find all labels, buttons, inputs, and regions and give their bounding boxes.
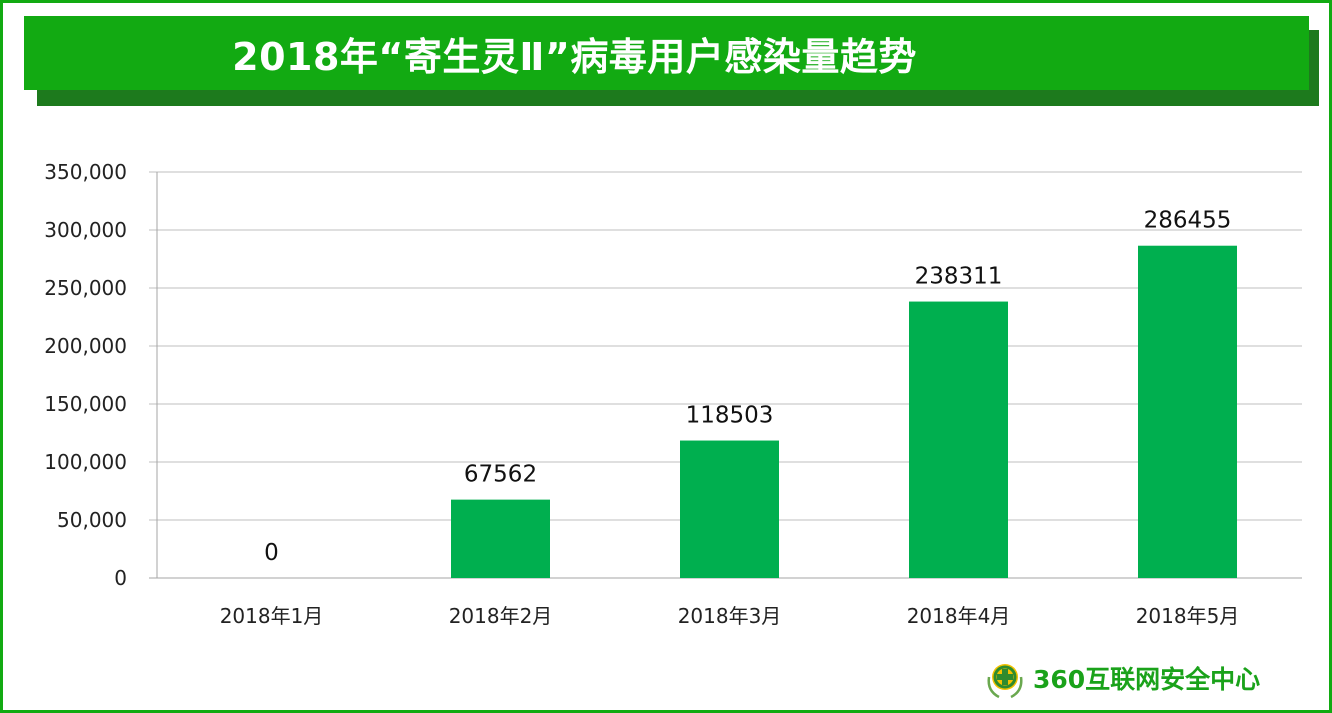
y-tick-label: 100,000 [44,450,127,474]
x-tick-label: 2018年3月 [678,604,782,628]
y-tick-label: 150,000 [44,392,127,416]
y-tick-label: 300,000 [44,218,127,242]
brand-logo: 360互联网安全中心 [985,656,1260,700]
bar [680,440,779,578]
y-tick-label: 0 [114,566,127,590]
bar [909,301,1008,578]
x-tick-label: 2018年5月 [1136,604,1240,628]
360-shield-logo-icon [987,664,1023,699]
bar-value-label: 67562 [464,462,537,488]
y-tick-label: 350,000 [44,160,127,184]
bar-value-label: 286455 [1144,208,1232,234]
x-tick-label: 2018年4月 [907,604,1011,628]
bar [451,499,550,578]
bar-value-label: 0 [264,540,279,566]
title-bar: 2018年“寄生灵Ⅱ”病毒用户感染量趋势 [24,16,1309,90]
chart-title: 2018年“寄生灵Ⅱ”病毒用户感染量趋势 [232,34,917,79]
y-tick-label: 200,000 [44,334,127,358]
y-tick-label: 250,000 [44,276,127,300]
x-tick-label: 2018年2月 [449,604,553,628]
bar [1138,245,1237,578]
bar-value-label: 238311 [915,264,1003,290]
y-tick-label: 50,000 [57,508,127,532]
brand-name: 360互联网安全中心 [1033,665,1261,694]
bar-value-label: 118503 [686,403,774,429]
x-tick-label: 2018年1月 [220,604,324,628]
